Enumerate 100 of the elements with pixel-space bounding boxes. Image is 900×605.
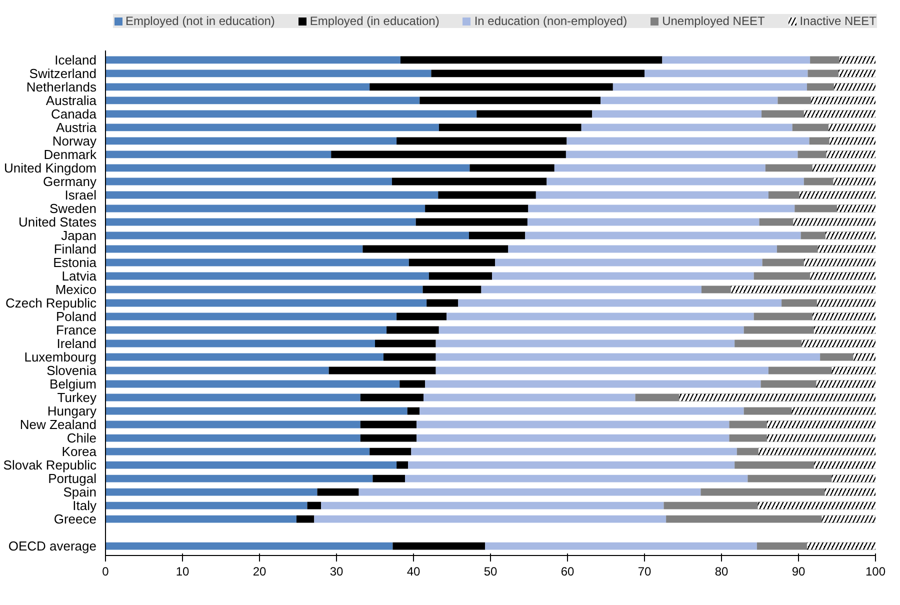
bar	[600, 96, 778, 104]
bar	[525, 232, 801, 240]
bar	[106, 204, 426, 212]
bar	[756, 542, 807, 550]
y-tick-label: France	[56, 322, 97, 338]
bar	[754, 272, 810, 280]
bar	[760, 380, 816, 388]
bar	[106, 299, 427, 307]
bar	[470, 164, 554, 172]
bar	[566, 137, 810, 145]
bar	[664, 502, 758, 510]
bar	[754, 312, 812, 320]
bar	[765, 164, 812, 172]
y-tick-label: Finland	[54, 241, 97, 256]
bar	[592, 110, 762, 118]
x-tick-label: 90	[792, 564, 806, 578]
bar	[536, 191, 768, 199]
bar	[383, 353, 436, 361]
bar	[744, 407, 792, 415]
y-tick-label: OECD average	[8, 538, 97, 554]
legend-label: In education (non-employed)	[474, 14, 628, 28]
bar	[800, 232, 826, 240]
y-tick-label: Belgium	[50, 376, 96, 392]
bar	[106, 312, 397, 320]
y-tick-label: Hungary	[47, 404, 97, 419]
bar	[762, 258, 804, 266]
bar	[554, 164, 766, 172]
bar	[392, 542, 486, 550]
legend-label: Unemployed NEET	[662, 14, 765, 28]
bar	[106, 353, 384, 361]
bar	[360, 434, 417, 442]
bar	[106, 56, 400, 64]
bar	[806, 83, 834, 91]
bar	[396, 137, 567, 145]
bar	[106, 407, 408, 415]
bar	[794, 204, 837, 212]
bar	[416, 420, 730, 428]
bar	[106, 164, 470, 172]
bar	[106, 394, 360, 402]
bar	[566, 150, 798, 158]
bar	[106, 448, 370, 456]
bar	[296, 515, 314, 523]
bar	[759, 218, 794, 226]
bar	[386, 326, 439, 334]
bar	[106, 232, 469, 240]
bar	[106, 434, 360, 442]
bar	[527, 218, 760, 226]
y-tick-label: Sweden	[50, 200, 97, 216]
bar	[321, 502, 664, 510]
bar	[372, 474, 406, 482]
bar	[106, 502, 308, 510]
bar	[362, 245, 508, 253]
bar	[762, 110, 804, 118]
x-tick-label: 60	[560, 564, 574, 578]
bar	[307, 502, 322, 510]
bar	[635, 394, 680, 402]
bar	[644, 70, 808, 78]
bar	[804, 178, 834, 186]
bar	[446, 312, 754, 320]
bar	[370, 448, 412, 456]
bar	[396, 312, 447, 320]
bar	[106, 488, 318, 496]
bar	[428, 272, 492, 280]
y-tick-label: Spain	[63, 484, 96, 500]
bar	[408, 461, 735, 469]
legend-label: Inactive NEET	[800, 14, 877, 28]
bar	[106, 286, 423, 294]
bar	[468, 232, 526, 240]
bar	[734, 461, 814, 469]
bar	[809, 137, 830, 145]
bar	[729, 420, 767, 428]
x-tick-label: 40	[406, 564, 420, 578]
bar	[400, 380, 426, 388]
bar	[106, 474, 373, 482]
bar	[106, 326, 387, 334]
bar	[768, 191, 800, 199]
y-tick-label: Czech Republic	[5, 296, 97, 310]
bar	[425, 380, 761, 388]
bar	[436, 366, 768, 374]
bar	[400, 56, 662, 64]
y-tick-label: Iceland	[54, 52, 96, 68]
bar	[416, 218, 528, 226]
bar	[106, 191, 438, 199]
bar	[106, 178, 392, 186]
bar	[317, 488, 359, 496]
bar	[768, 366, 832, 374]
bar	[528, 204, 795, 212]
bar	[106, 70, 432, 78]
y-tick-label: Korea	[62, 444, 98, 460]
bar	[314, 515, 666, 523]
bar	[331, 150, 566, 158]
bar	[370, 83, 613, 91]
bar	[106, 137, 397, 145]
x-tick-label: 20	[252, 564, 266, 578]
x-tick-label: 50	[484, 564, 498, 578]
bar	[662, 56, 810, 64]
bar	[426, 299, 458, 307]
bar	[820, 353, 854, 361]
bar	[485, 542, 757, 550]
x-tick-label: 0	[102, 564, 110, 578]
